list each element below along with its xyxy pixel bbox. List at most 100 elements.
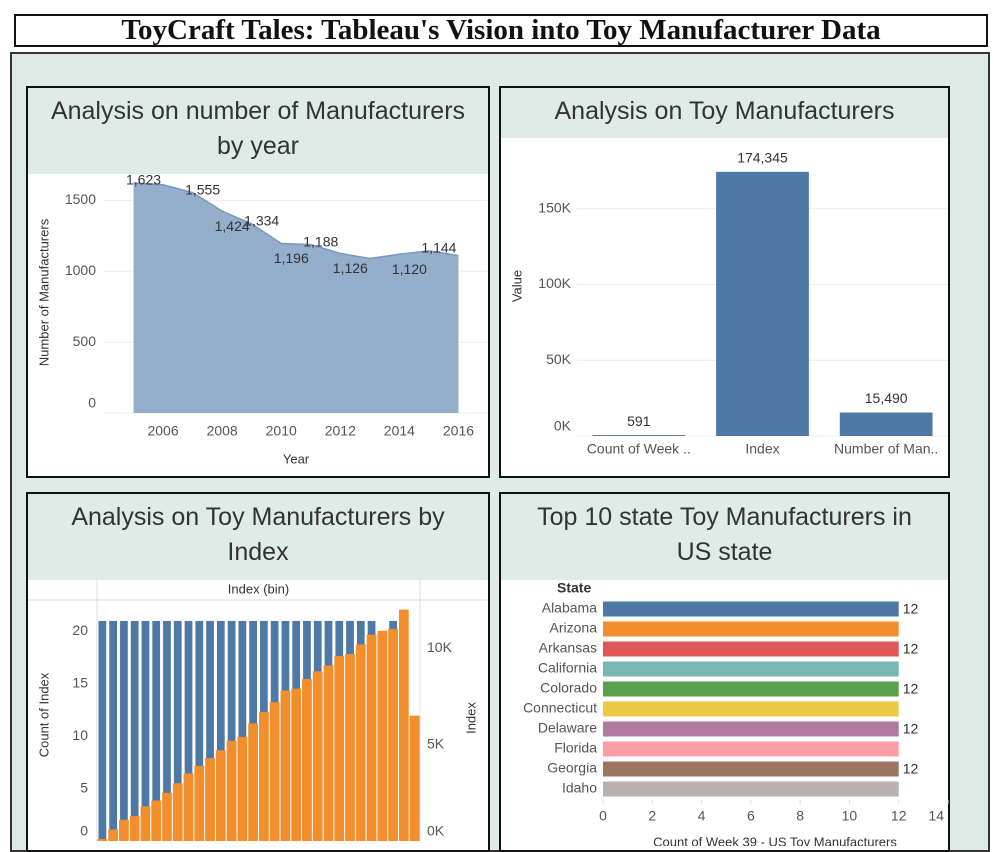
data-label: 12 xyxy=(903,681,919,697)
y-tick-label: Idaho xyxy=(562,780,597,796)
bar xyxy=(839,412,933,436)
bar xyxy=(409,715,420,841)
data-label: 15,490 xyxy=(865,390,908,406)
x-tick-label: 2 xyxy=(648,808,656,824)
x-tick-label: Count of Week .. xyxy=(587,441,691,457)
data-label: 12 xyxy=(903,641,919,657)
bar xyxy=(603,601,899,617)
x-tick-label: 2016 xyxy=(443,423,474,439)
axis-title: Count of Week 39 - US Toy Manufacturers xyxy=(653,834,897,846)
bar xyxy=(227,620,236,841)
bar xyxy=(269,702,280,841)
y-tick-label: 1500 xyxy=(65,191,96,207)
y-tick-label: 5 xyxy=(80,779,88,795)
y-tick-label: 150K xyxy=(538,199,571,215)
bar xyxy=(129,815,140,841)
y-tick-label: Florida xyxy=(554,740,597,756)
axis-title: Count of Index xyxy=(36,672,51,757)
bar xyxy=(216,620,225,841)
x-tick-label: 2010 xyxy=(266,423,297,439)
x-tick-label: 14 xyxy=(928,808,944,824)
data-label: 1,424 xyxy=(215,218,250,234)
bar xyxy=(226,740,237,841)
x-tick-label: 0 xyxy=(599,808,607,824)
bar xyxy=(603,681,899,697)
chart-title: Top 10 state Toy Manufacturers in US sta… xyxy=(501,494,948,580)
bar xyxy=(120,620,128,841)
bar xyxy=(592,435,686,436)
chart-title: Analysis on Toy Manufacturers by Index xyxy=(28,494,488,580)
data-label: 12 xyxy=(903,601,919,617)
bar xyxy=(312,671,323,841)
bar xyxy=(280,690,291,841)
bar xyxy=(109,620,118,841)
bar xyxy=(259,711,269,841)
area xyxy=(133,182,459,413)
x-tick-label: 8 xyxy=(796,808,804,824)
chart-title: Analysis on Toy Manufacturers xyxy=(501,88,948,138)
bar xyxy=(119,819,129,841)
y-tick-label: 0 xyxy=(80,823,88,839)
bar xyxy=(345,653,355,841)
y-tick-label: Connecticut xyxy=(523,700,597,716)
y-tick-label: Alabama xyxy=(542,600,597,616)
bar xyxy=(323,665,334,841)
data-label: 1,126 xyxy=(333,260,368,276)
data-label: 1,120 xyxy=(392,261,427,277)
bar xyxy=(366,634,377,841)
y-tick-label: California xyxy=(538,660,597,676)
axis-title: Index (bin) xyxy=(228,581,289,596)
x-tick-label: Index xyxy=(745,441,779,457)
x-tick-label: 12 xyxy=(891,808,907,824)
bar xyxy=(302,679,312,841)
bar xyxy=(603,761,899,777)
axis-title: Index xyxy=(463,702,478,734)
y-tick-label: 50K xyxy=(546,351,572,367)
bar xyxy=(184,620,193,841)
bar xyxy=(206,620,214,841)
data-label: 1,188 xyxy=(303,233,338,249)
bar xyxy=(108,829,119,841)
bar xyxy=(603,641,899,657)
data-label: 1,334 xyxy=(244,213,279,229)
bar xyxy=(603,741,899,757)
bar xyxy=(603,621,899,637)
bar xyxy=(238,620,247,841)
bar xyxy=(355,644,366,841)
y-tick-label: 1000 xyxy=(65,262,96,278)
bar xyxy=(388,628,398,841)
bar xyxy=(603,781,899,797)
x-tick-label: Number of Man.. xyxy=(834,441,938,457)
data-label: 591 xyxy=(627,413,651,429)
bar xyxy=(334,655,345,841)
area-line xyxy=(133,182,459,260)
bar xyxy=(162,792,172,841)
bar xyxy=(152,620,161,841)
x-tick-label: 2012 xyxy=(325,423,356,439)
axis-title: Year xyxy=(283,451,310,466)
y-tick-label: Delaware xyxy=(538,720,597,736)
dashboard-title: ToyCraft Tales: Tableau's Vision into To… xyxy=(14,14,988,47)
y-tick-label: 0K xyxy=(554,418,572,434)
bar xyxy=(98,620,107,841)
bar xyxy=(173,620,182,841)
data-label: 1,144 xyxy=(421,240,456,256)
y-tick-label: 15 xyxy=(72,675,88,691)
y-tick-label: 100K xyxy=(538,275,571,291)
bar xyxy=(205,758,215,841)
y-tick-label: 5K xyxy=(427,735,445,751)
y-tick-label: 0K xyxy=(427,823,445,839)
data-label: 1,623 xyxy=(126,172,161,188)
bar xyxy=(183,773,194,841)
data-label: 12 xyxy=(903,721,919,737)
data-label: 1,196 xyxy=(274,250,309,266)
bar xyxy=(215,750,226,841)
bar xyxy=(248,723,258,841)
bar xyxy=(151,800,162,841)
x-tick-label: 6 xyxy=(747,808,755,824)
data-label: 174,345 xyxy=(737,150,788,166)
x-tick-label: 4 xyxy=(698,808,706,824)
bar xyxy=(603,721,899,737)
